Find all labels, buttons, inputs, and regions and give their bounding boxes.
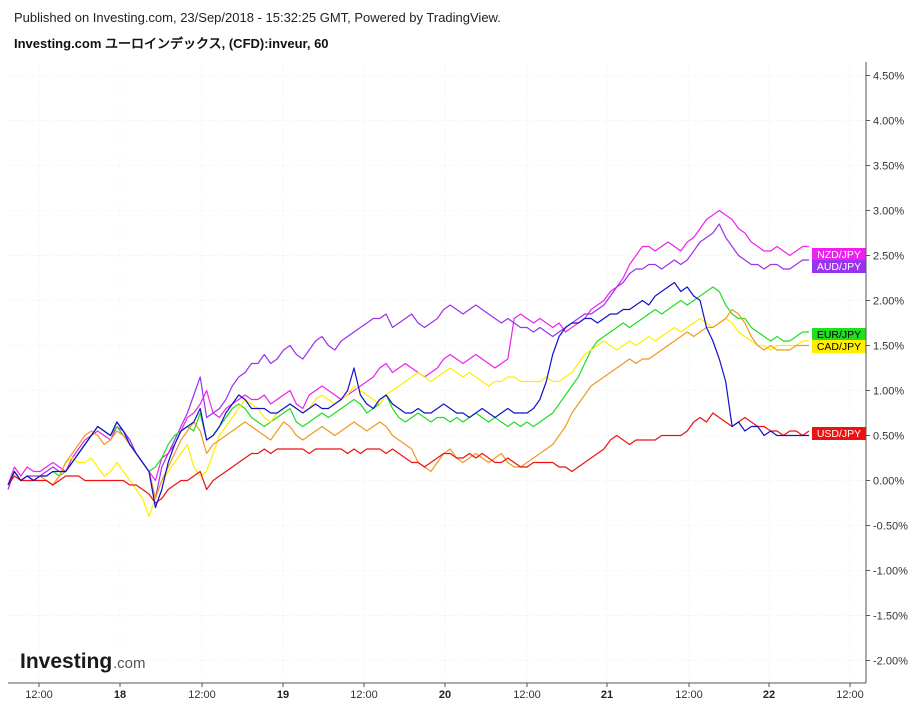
y-tick-label: 0.00% bbox=[873, 476, 904, 488]
series-line[interactable] bbox=[7, 412, 810, 504]
x-tick-label: 19 bbox=[277, 689, 289, 701]
y-tick-label: 3.50% bbox=[873, 161, 904, 173]
end-label-text: EUR/JPY bbox=[817, 329, 861, 341]
investing-logo[interactable]: Investing .com bbox=[20, 650, 146, 673]
x-tick-label: 12:00 bbox=[675, 689, 703, 701]
series-lines bbox=[7, 209, 810, 518]
end-label-text: NZD/JPY bbox=[817, 249, 861, 261]
y-tick-label: -2.00% bbox=[873, 656, 908, 668]
y-tick-label: 2.00% bbox=[873, 296, 904, 308]
published-info: Published on Investing.com, 23/Sep/2018 … bbox=[14, 10, 501, 25]
end-label-text: CAD/JPY bbox=[817, 341, 861, 353]
x-tick-label: 20 bbox=[439, 689, 451, 701]
x-tick-label: 12:00 bbox=[513, 689, 541, 701]
x-tick-label: 22 bbox=[763, 689, 775, 701]
y-tick-label: -1.00% bbox=[873, 566, 908, 578]
end-label-box bbox=[812, 260, 866, 273]
logo-suffix: .com bbox=[113, 655, 146, 672]
end-label-text: USD/JPY bbox=[817, 428, 861, 440]
y-tick-label: 1.00% bbox=[873, 386, 904, 398]
grid bbox=[8, 62, 866, 683]
x-axis: 12:00 18 12:00 19 12:00 20 12:00 21 12:00 22 12:00 bbox=[8, 682, 866, 701]
y-tick-label: 4.50% bbox=[873, 71, 904, 83]
x-tick-label: 12:00 bbox=[836, 689, 864, 701]
x-tick-label: 12:00 bbox=[188, 689, 216, 701]
y-tick-label: -0.50% bbox=[873, 521, 908, 533]
x-tick-label: 18 bbox=[114, 689, 126, 701]
end-label-box bbox=[812, 340, 866, 353]
chart-title: Investing.com ユーロインデックス, (CFD):inveur, 6… bbox=[14, 36, 329, 51]
end-label-text: AUD/JPY bbox=[817, 261, 861, 273]
y-tick-label: 1.50% bbox=[873, 341, 904, 353]
y-tick-label: 2.50% bbox=[873, 251, 904, 263]
y-tick-label: 0.50% bbox=[873, 431, 904, 443]
y-axis: 4.50% 4.00% 3.50% 3.00% 2.50% 2.00% 1.50% 1.00%… bbox=[865, 62, 908, 683]
y-tick-label: 3.00% bbox=[873, 206, 904, 218]
x-tick-label: 21 bbox=[601, 689, 613, 701]
y-tick-label: -1.50% bbox=[873, 611, 908, 623]
y-tick-label: 4.00% bbox=[873, 116, 904, 128]
x-tick-label: 12:00 bbox=[350, 689, 378, 701]
end-label-box bbox=[812, 328, 866, 341]
end-label-box bbox=[812, 427, 866, 440]
end-label-box bbox=[812, 248, 866, 261]
x-tick-label: 12:00 bbox=[25, 689, 53, 701]
series-line[interactable] bbox=[7, 317, 809, 518]
plot-area bbox=[8, 62, 866, 683]
logo-text: Investing bbox=[20, 650, 112, 673]
series-line[interactable] bbox=[7, 281, 809, 509]
